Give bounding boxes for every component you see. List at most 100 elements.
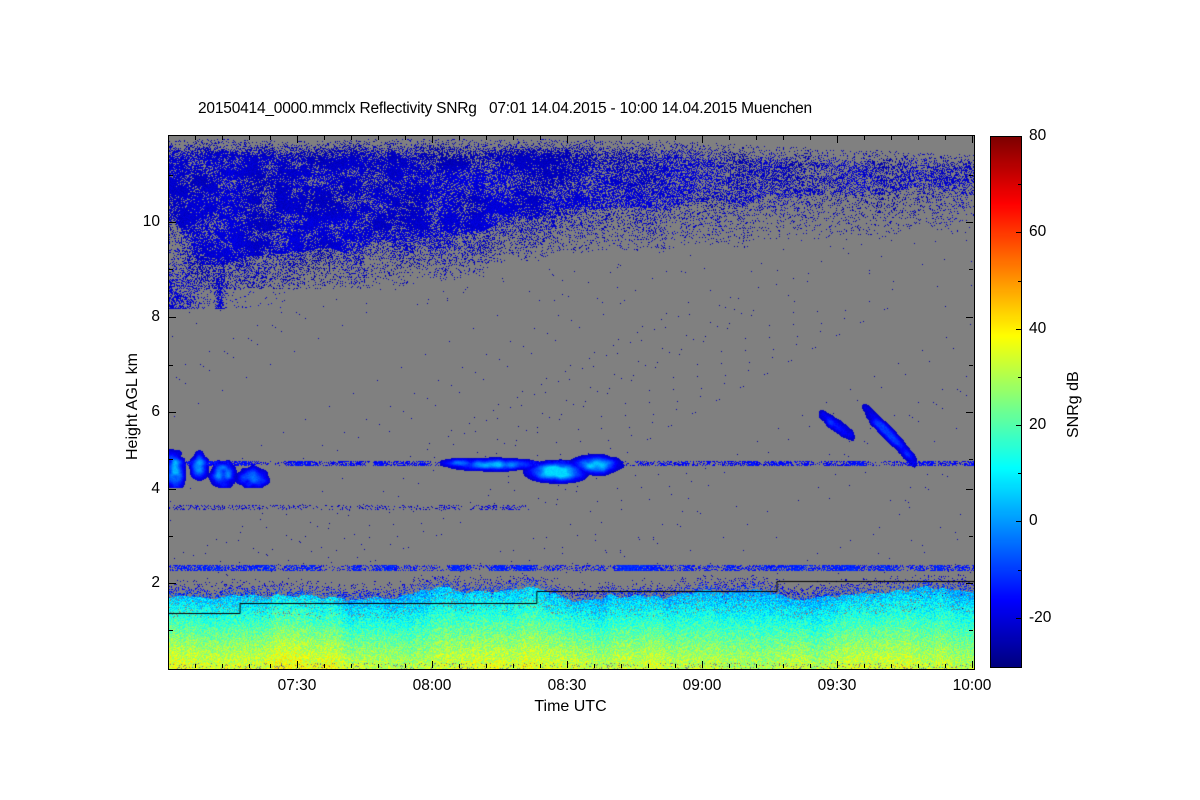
x-tick-major-1 bbox=[432, 661, 433, 668]
colorbar-tick-0 bbox=[1016, 521, 1022, 522]
x-tick-top-minor-12 bbox=[594, 136, 595, 140]
y-tick-right-major-1 bbox=[966, 317, 973, 318]
x-tick-top-minor-19 bbox=[810, 136, 811, 140]
colorbar-tick--20 bbox=[1016, 618, 1022, 619]
x-tick-minor-16 bbox=[729, 664, 730, 668]
x-tick-minor-10 bbox=[513, 664, 514, 668]
x-tick-label-0900: 09:00 bbox=[682, 677, 722, 694]
y-tick-right-minor-0 bbox=[969, 175, 973, 176]
x-tick-top-major-5 bbox=[972, 136, 973, 143]
x-tick-top-minor-20 bbox=[864, 136, 865, 140]
x-tick-minor-3 bbox=[270, 664, 271, 668]
x-tick-top-major-3 bbox=[702, 136, 703, 143]
x-tick-minor-7 bbox=[405, 664, 406, 668]
cloud-base-step-line bbox=[169, 136, 974, 669]
y-tick-major-0 bbox=[169, 222, 176, 223]
x-tick-minor-2 bbox=[249, 664, 250, 668]
x-tick-minor-12 bbox=[594, 664, 595, 668]
x-tick-minor-13 bbox=[621, 664, 622, 668]
x-tick-minor-20 bbox=[864, 664, 865, 668]
x-tick-top-minor-18 bbox=[783, 136, 784, 140]
colorbar-tick-minor-30 bbox=[1018, 377, 1022, 378]
y-tick-major-4 bbox=[169, 583, 176, 584]
x-tick-top-minor-5 bbox=[351, 136, 352, 140]
x-tick-label-0830: 08:30 bbox=[547, 677, 587, 694]
x-tick-major-5 bbox=[972, 661, 973, 668]
y-tick-major-3 bbox=[169, 489, 176, 490]
y-tick-label-2: 2 bbox=[151, 574, 160, 591]
x-tick-top-minor-14 bbox=[648, 136, 649, 140]
x-tick-label-1000: 10:00 bbox=[952, 677, 992, 694]
x-tick-label-0930: 09:30 bbox=[817, 677, 857, 694]
colorbar-title: SNRg dB bbox=[1065, 371, 1082, 438]
x-tick-top-major-4 bbox=[837, 136, 838, 143]
colorbar-tick-label--20: -20 bbox=[1029, 609, 1052, 626]
x-tick-top-minor-21 bbox=[891, 136, 892, 140]
x-tick-minor-11 bbox=[540, 664, 541, 668]
radar-time-height-plot[interactable] bbox=[168, 135, 975, 670]
x-tick-top-major-1 bbox=[432, 136, 433, 143]
x-tick-top-minor-6 bbox=[378, 136, 379, 140]
colorbar-tick-label-20: 20 bbox=[1029, 416, 1047, 433]
colorbar-tick-80 bbox=[1016, 136, 1022, 137]
x-tick-minor-8 bbox=[459, 664, 460, 668]
x-tick-minor-18 bbox=[783, 664, 784, 668]
x-tick-minor-14 bbox=[648, 664, 649, 668]
x-tick-top-minor-8 bbox=[459, 136, 460, 140]
x-tick-label-0730: 07:30 bbox=[277, 677, 317, 694]
colorbar-tick-20 bbox=[1016, 425, 1022, 426]
x-axis-title: Time UTC bbox=[534, 698, 607, 715]
y-tick-right-major-2 bbox=[966, 412, 973, 413]
figure-title: 20150414_0000.mmclx Reflectivity SNRg 07… bbox=[198, 100, 812, 117]
colorbar[interactable] bbox=[990, 136, 1022, 668]
colorbar-tick-label-80: 80 bbox=[1029, 127, 1047, 144]
colorbar-gradient bbox=[991, 137, 1021, 667]
y-tick-minor-4 bbox=[169, 536, 173, 537]
x-tick-top-minor-7 bbox=[405, 136, 406, 140]
x-tick-top-minor-15 bbox=[675, 136, 676, 140]
x-tick-minor-5 bbox=[351, 664, 352, 668]
y-axis-title: Height AGL km bbox=[124, 352, 141, 460]
y-tick-right-minor-5 bbox=[969, 630, 973, 631]
colorbar-tick-minor-50 bbox=[1018, 281, 1022, 282]
y-tick-right-minor-1 bbox=[969, 269, 973, 270]
x-tick-top-minor-16 bbox=[729, 136, 730, 140]
x-tick-top-minor-22 bbox=[918, 136, 919, 140]
y-tick-minor-1 bbox=[169, 269, 173, 270]
x-tick-minor-22 bbox=[918, 664, 919, 668]
x-tick-top-minor-1 bbox=[222, 136, 223, 140]
y-tick-label-10: 10 bbox=[142, 213, 160, 230]
colorbar-tick-label-40: 40 bbox=[1029, 320, 1047, 337]
y-tick-major-1 bbox=[169, 317, 176, 318]
x-tick-top-minor-10 bbox=[513, 136, 514, 140]
y-tick-right-minor-3 bbox=[969, 459, 973, 460]
colorbar-tick-60 bbox=[1016, 232, 1022, 233]
x-tick-minor-21 bbox=[891, 664, 892, 668]
y-tick-minor-2 bbox=[169, 365, 173, 366]
colorbar-tick-label-60: 60 bbox=[1029, 223, 1047, 240]
colorbar-tick-label-0: 0 bbox=[1029, 512, 1038, 529]
x-tick-top-minor-11 bbox=[540, 136, 541, 140]
y-tick-minor-5 bbox=[169, 630, 173, 631]
colorbar-tick-minor--10 bbox=[1018, 570, 1022, 571]
y-tick-right-major-0 bbox=[966, 222, 973, 223]
y-tick-major-2 bbox=[169, 412, 176, 413]
y-tick-right-minor-4 bbox=[969, 536, 973, 537]
y-tick-label-8: 8 bbox=[151, 308, 160, 325]
x-tick-minor-9 bbox=[486, 664, 487, 668]
colorbar-tick-40 bbox=[1016, 329, 1022, 330]
x-tick-minor-6 bbox=[378, 664, 379, 668]
y-tick-label-6: 6 bbox=[151, 403, 160, 420]
x-tick-top-minor-3 bbox=[270, 136, 271, 140]
colorbar-tick-minor-10 bbox=[1018, 473, 1022, 474]
x-tick-top-major-2 bbox=[567, 136, 568, 143]
x-tick-minor-1 bbox=[222, 664, 223, 668]
x-tick-top-minor-0 bbox=[195, 136, 196, 140]
x-tick-major-2 bbox=[567, 661, 568, 668]
x-tick-top-minor-17 bbox=[756, 136, 757, 140]
y-tick-right-major-4 bbox=[966, 583, 973, 584]
x-tick-minor-23 bbox=[945, 664, 946, 668]
x-tick-minor-0 bbox=[195, 664, 196, 668]
x-tick-top-minor-4 bbox=[324, 136, 325, 140]
